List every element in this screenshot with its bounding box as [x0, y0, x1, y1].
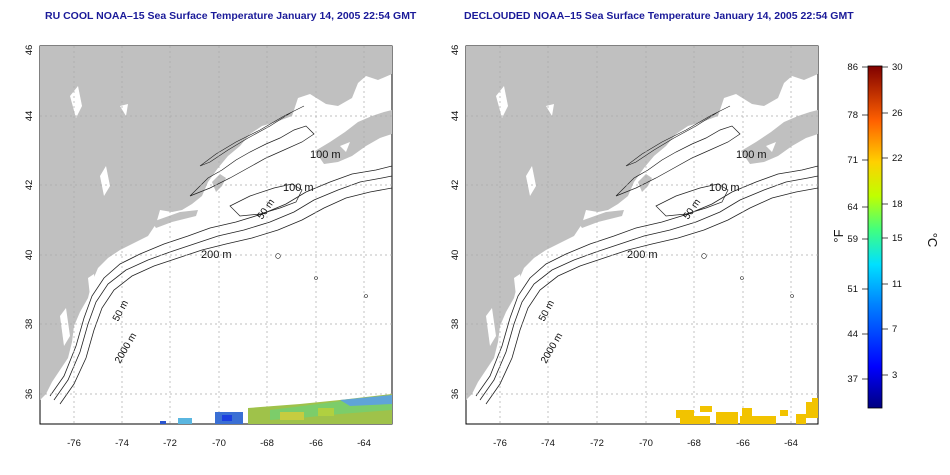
x-tick-label: -68 [260, 438, 274, 449]
x-tick-label: -72 [163, 438, 177, 449]
x-tick-label: -76 [493, 438, 507, 449]
f-tick-label: 44 [847, 329, 858, 340]
y-tick-label: 38 [450, 319, 461, 330]
c-tick-label: 11 [892, 279, 902, 290]
right-sst-swath [676, 398, 818, 424]
x-tick-label: -64 [357, 438, 371, 449]
y-tick-label: 36 [450, 389, 461, 400]
colorbar-c-ticks: 30 26 22 18 15 11 7 3 [892, 62, 903, 381]
colorbar-tick-marks [862, 66, 888, 380]
left-sst-swath [160, 394, 392, 424]
contour-label: 100 m [736, 149, 767, 161]
x-tick-label: -74 [115, 438, 129, 449]
y-tick-label: 44 [450, 111, 461, 122]
left-x-axis: -76 -74 -72 -70 -68 -66 -64 [67, 438, 371, 449]
y-tick-label: 36 [24, 389, 35, 400]
x-tick-label: -72 [590, 438, 604, 449]
c-tick-label: 26 [892, 108, 903, 119]
left-y-axis: 36 38 40 42 44 46 [24, 45, 35, 400]
celsius-unit-label: °C [925, 233, 940, 248]
right-gridlines [466, 46, 818, 424]
left-gridlines [40, 46, 392, 424]
right-x-axis: -76 -74 -72 -70 -68 -66 -64 [493, 438, 798, 449]
x-tick-label: -70 [212, 438, 226, 449]
left-map-title: RU COOL NOAA–15 Sea Surface Temperature … [45, 10, 417, 22]
x-tick-label: -74 [541, 438, 555, 449]
x-tick-label: -70 [639, 438, 653, 449]
colorbar-gradient [867, 65, 883, 409]
c-tick-label: 22 [892, 153, 903, 164]
f-tick-label: 71 [847, 155, 858, 166]
right-map: 100 m 100 m 50 m 200 m 50 m 2000 m -76 -… [450, 45, 819, 449]
c-tick-label: 15 [892, 233, 903, 244]
y-tick-label: 40 [24, 250, 35, 261]
colorbar-f-ticks: 86 78 71 64 59 51 44 37 [847, 62, 858, 385]
y-tick-label: 46 [450, 45, 461, 56]
f-tick-label: 78 [847, 110, 858, 121]
f-tick-label: 64 [847, 202, 858, 213]
x-tick-label: -66 [736, 438, 750, 449]
f-tick-label: 37 [847, 374, 858, 385]
f-tick-label: 86 [847, 62, 858, 73]
c-tick-label: 7 [892, 324, 897, 335]
c-tick-label: 18 [892, 199, 903, 210]
x-tick-label: -64 [784, 438, 798, 449]
right-y-axis: 36 38 40 42 44 46 [450, 45, 461, 400]
f-tick-label: 51 [847, 284, 858, 295]
c-tick-label: 30 [892, 62, 903, 73]
y-tick-label: 38 [24, 319, 35, 330]
y-tick-label: 42 [450, 180, 461, 191]
colorbar: 86 78 71 64 59 51 44 37 30 26 22 18 15 1… [831, 62, 940, 409]
y-tick-label: 46 [24, 45, 35, 56]
contour-label: 100 m [310, 149, 341, 161]
x-tick-label: -66 [309, 438, 323, 449]
c-tick-label: 3 [892, 370, 897, 381]
y-tick-label: 40 [450, 250, 461, 261]
contour-label: 200 m [627, 249, 658, 261]
contour-label: 100 m [709, 182, 740, 194]
y-tick-label: 44 [24, 111, 35, 122]
left-map: 100 m 100 m 50 m 200 m 50 m 2000 m -76 -… [24, 45, 393, 449]
y-tick-label: 42 [24, 180, 35, 191]
x-tick-label: -68 [687, 438, 701, 449]
contour-label: 200 m [201, 249, 232, 261]
fahrenheit-unit-label: °F [831, 229, 846, 242]
right-map-title: DECLOUDED NOAA–15 Sea Surface Temperatur… [464, 10, 854, 22]
x-tick-label: -76 [67, 438, 81, 449]
f-tick-label: 59 [847, 234, 858, 245]
contour-label: 100 m [283, 182, 314, 194]
